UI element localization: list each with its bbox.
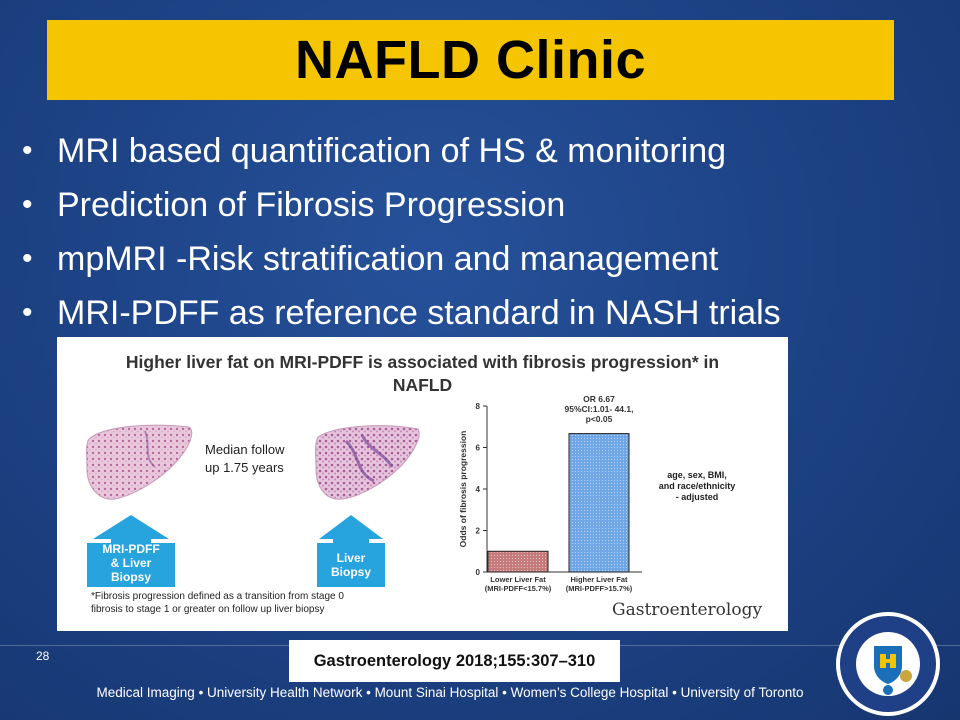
adjust-note-line: - adjusted: [675, 492, 719, 502]
liver-biopsy-box: Liver Biopsy: [317, 543, 385, 587]
slide-title: NAFLD Clinic: [295, 30, 646, 90]
x-category-label: Lower Liver Fat: [490, 575, 546, 584]
y-tick-label: 2: [476, 527, 481, 536]
x-category-label: Higher Liver Fat: [570, 575, 628, 584]
adjustment-note: age, sex, BMI, and race/ethnicity - adju…: [647, 470, 747, 503]
odds-ratio-annotation: 95%CI:1.01- 44.1,: [565, 404, 634, 414]
y-tick-label: 4: [476, 485, 481, 494]
mri-pdff-biopsy-box: MRI-PDFF & Liver Biopsy: [87, 540, 175, 586]
odds-ratio-annotation: p<0.05: [586, 414, 613, 424]
x-category-label: (MRI-PDFF<15.7%): [485, 584, 552, 593]
bullet-list: • MRI based quantification of HS & monito…: [22, 124, 781, 340]
bullet-text: MRI based quantification of HS & monitor…: [57, 132, 727, 170]
adjust-note-line: age, sex, BMI,: [667, 470, 727, 480]
bullet-text: MRI-PDFF as reference standard in NASH t…: [57, 294, 781, 332]
box-label-line: Biopsy: [110, 570, 151, 584]
odds-ratio-annotation: OR 6.67: [583, 394, 615, 404]
bullet-text: mpMRI -Risk stratification and managemen…: [57, 240, 719, 278]
box-label-line: MRI-PDFF: [102, 542, 160, 556]
footer-text: Medical Imaging • University Health Netw…: [96, 685, 804, 700]
y-tick-label: 8: [476, 402, 481, 411]
journal-watermark: Gastroenterology: [612, 600, 763, 620]
box-label-line: Liver: [336, 551, 366, 565]
follow-up-line: Median follow: [205, 442, 285, 457]
university-seal-icon: [836, 612, 940, 716]
figure-title-line: Higher liver fat on MRI-PDFF is associat…: [125, 352, 720, 372]
y-tick-label: 0: [476, 568, 481, 577]
bullet-dot-icon: •: [22, 296, 33, 329]
bullet-text: Prediction of Fibrosis Progression: [57, 186, 566, 224]
chart-bar: [487, 550, 549, 573]
bullet-item: • MRI-PDFF as reference standard in NASH …: [22, 286, 781, 340]
study-figure: Higher liver fat on MRI-PDFF is associat…: [57, 337, 788, 631]
liver-histology-fibrosis-icon: [315, 425, 420, 500]
figure-footnote: *Fibrosis progression defined as a trans…: [91, 590, 344, 616]
adjust-note-line: and race/ethnicity: [658, 481, 736, 491]
follow-up-line: up 1.75 years: [205, 460, 284, 475]
bullet-dot-icon: •: [22, 242, 33, 275]
title-bar: NAFLD Clinic: [47, 20, 894, 100]
liver-histology-icon: [86, 424, 193, 500]
bullet-dot-icon: •: [22, 134, 33, 167]
bullet-item: • MRI based quantification of HS & monito…: [22, 124, 781, 178]
x-category-label: (MRI-PDFF>15.7%): [566, 584, 633, 593]
y-tick-label: 6: [476, 444, 481, 453]
odds-bar-chart: 0 2 4 6 8 Odds of fibrosis progression Lower L…: [458, 394, 642, 593]
box-label-line: & Liver: [110, 556, 152, 570]
footnote-line: fibrosis to stage 1 or greater on follow…: [91, 604, 325, 615]
y-axis-label: Odds of fibrosis progression: [458, 431, 468, 548]
bullet-item: • Prediction of Fibrosis Progression: [22, 178, 781, 232]
page-number: 28: [36, 649, 50, 663]
follow-up-label: Median follow up 1.75 years: [205, 441, 285, 477]
citation-box: Gastroenterology 2018;155:307–310: [289, 640, 620, 682]
up-arrow-icon: [87, 515, 175, 587]
bullet-dot-icon: •: [22, 188, 33, 221]
up-arrow-icon: [317, 515, 385, 587]
footnote-line: *Fibrosis progression defined as a trans…: [91, 591, 344, 602]
figure-title-line: NAFLD: [392, 375, 453, 395]
box-label-line: Biopsy: [330, 565, 371, 579]
chart-bar: [568, 433, 630, 573]
figure-title: Higher liver fat on MRI-PDFF is associat…: [57, 351, 788, 397]
bullet-item: • mpMRI -Risk stratification and manageme…: [22, 232, 781, 286]
